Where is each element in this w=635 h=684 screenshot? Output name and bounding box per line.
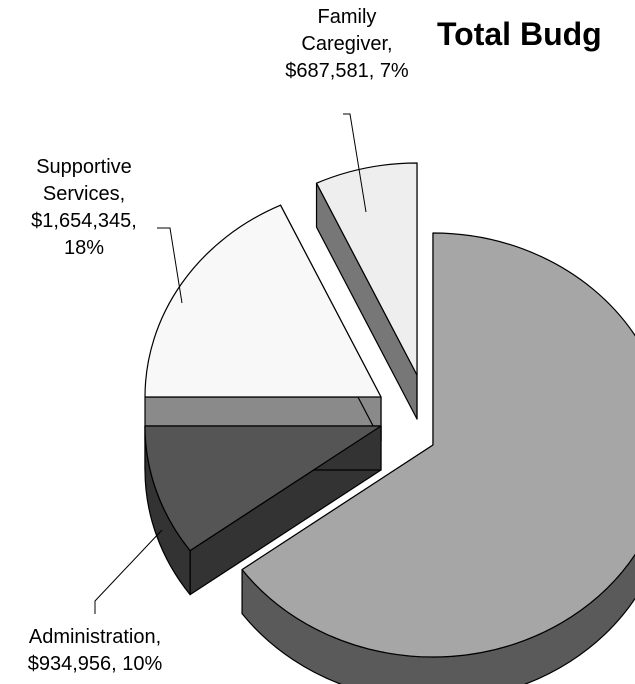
label-line: $687,581, 7% (285, 60, 409, 82)
label-line: $934,956, 10% (27, 653, 163, 675)
slice-label-administration: Administration, $934,956, 10% (0, 624, 190, 678)
chart-title: Total Budg (437, 16, 602, 52)
pie-slice-administration (144, 425, 382, 596)
leader-line-family-caregiver (343, 113, 367, 213)
slice-top-face (144, 425, 382, 552)
pie-slice-main (241, 232, 635, 684)
label-line: Supportive (36, 156, 132, 178)
slice-top-face (144, 204, 382, 398)
slice-top-face (315, 162, 418, 376)
slice-label-family-caregiver: Family Caregiver, $687,581, 7% (252, 4, 442, 85)
pie-slice-family-caregiver (315, 162, 418, 420)
label-line: Family (317, 6, 377, 28)
leader-line-administration (94, 529, 163, 614)
label-line: $1,654,345, (31, 210, 137, 232)
label-line: Services, (42, 183, 126, 205)
label-line: 18% (63, 237, 105, 259)
label-line: Caregiver, (301, 33, 393, 55)
slice-label-supportive-services: Supportive Services, $1,654,345, 18% (0, 154, 168, 262)
label-line: Administration, (28, 626, 162, 648)
slice-top-face (241, 232, 635, 658)
leader-line-supportive-services (157, 227, 183, 304)
